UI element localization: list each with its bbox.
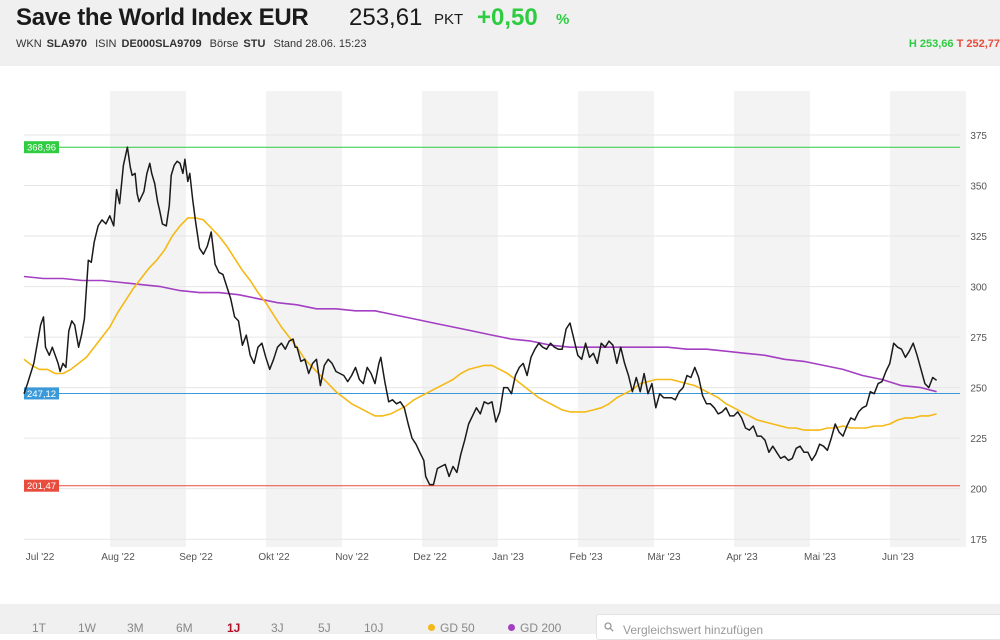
page-title: Save the World Index EUR [16, 4, 309, 31]
y-tick-label: 300 [970, 283, 987, 294]
gd50-dot-icon [428, 624, 435, 631]
x-tick-label: Feb '23 [569, 552, 602, 563]
x-tick-label: Mär '23 [647, 552, 680, 563]
x-tick-label: Okt '22 [258, 552, 290, 563]
isin-value: DE000SLA9709 [121, 38, 202, 50]
current-tag-label: 247,12 [27, 389, 56, 400]
gd50-toggle[interactable]: GD 50 [428, 621, 475, 635]
timeframe-1w[interactable]: 1W [78, 621, 96, 635]
wkn-label: WKN [16, 38, 42, 50]
instrument-meta: WKN SLA970 ISIN DE000SLA9709 Börse STU Stan… [16, 38, 371, 50]
y-tick-label: 375 [970, 131, 987, 142]
series-line-price [23, 146, 938, 486]
x-tick-label: Sep '22 [179, 552, 213, 563]
search-icon [604, 622, 614, 632]
x-tick-label: Aug '22 [101, 552, 135, 563]
y-tick-label: 350 [970, 182, 987, 193]
x-tick-label: Nov '22 [335, 552, 369, 563]
y-tick-label: 275 [970, 333, 987, 344]
price-unit: PKT [434, 11, 464, 28]
series-line-gd200 [23, 275, 937, 393]
month-band [734, 91, 810, 547]
gd200-label: GD 200 [520, 621, 562, 635]
timeframe-3m[interactable]: 3M [127, 621, 144, 635]
timeframe-10j[interactable]: 10J [364, 621, 384, 635]
high-tag-label: 368,96 [27, 143, 56, 154]
timeframe-5j[interactable]: 5J [318, 621, 331, 635]
current-tag [24, 387, 59, 400]
isin-label: ISIN [95, 38, 117, 50]
header: Save the World Index EUR 253,61 PKT +0,5… [0, 0, 1000, 66]
month-band [422, 91, 498, 547]
compare-placeholder: Vergleichswert hinzufügen [623, 623, 764, 637]
boerse-label: Börse [209, 38, 239, 50]
y-tick-label: 175 [970, 535, 987, 546]
y-tick-label: 225 [970, 434, 987, 445]
gd200-dot-icon [508, 624, 515, 631]
month-band [266, 91, 342, 547]
chart-controls: 1T 1W 3M 6M 1J 3J 5J 10J GD 50 GD 200 Ve… [0, 604, 1000, 640]
day-high: H 253,66 [908, 38, 954, 50]
wkn-value: SLA970 [46, 38, 88, 50]
x-tick-label: Dez '22 [413, 552, 447, 563]
gd50-label: GD 50 [440, 621, 475, 635]
month-band [110, 91, 186, 547]
timeframe-1j[interactable]: 1J [227, 621, 241, 635]
series-line-gd50 [23, 217, 937, 431]
gd200-toggle[interactable]: GD 200 [508, 621, 561, 635]
y-tick-label: 325 [970, 232, 987, 243]
timeframe-1t[interactable]: 1T [32, 621, 47, 635]
month-band [890, 91, 966, 547]
x-tick-label: Apr '23 [726, 552, 758, 563]
x-tick-label: Jan '23 [492, 552, 524, 563]
compare-input[interactable]: Vergleichswert hinzufügen [596, 614, 1000, 640]
low-tag-label: 201,47 [27, 481, 56, 492]
y-tick-label: 200 [970, 485, 987, 496]
x-tick-label: Mai '23 [804, 552, 836, 563]
high-low: H 253,66 T 252,77 [909, 38, 1000, 50]
change-value: +0,50 [477, 4, 538, 31]
timestamp: Stand 28.06. 15:23 [273, 38, 367, 50]
high-tag [24, 141, 59, 154]
price-chart[interactable]: 175 200 225 250 275 300 325 350 375 Jul '22 Aug '2… [0, 66, 1000, 604]
boerse-value: STU [243, 38, 266, 50]
month-band [578, 91, 654, 547]
y-tick-label: 250 [970, 384, 987, 395]
low-tag [24, 479, 59, 492]
timeframe-3j[interactable]: 3J [271, 621, 284, 635]
change-percent-sign: % [556, 11, 570, 28]
timeframe-6m[interactable]: 6M [176, 621, 193, 635]
x-tick-label: Jun '23 [882, 552, 914, 563]
x-tick-label: Jul '22 [26, 552, 55, 563]
price-value: 253,61 [349, 4, 423, 31]
day-low: T 252,77 [956, 38, 1000, 50]
